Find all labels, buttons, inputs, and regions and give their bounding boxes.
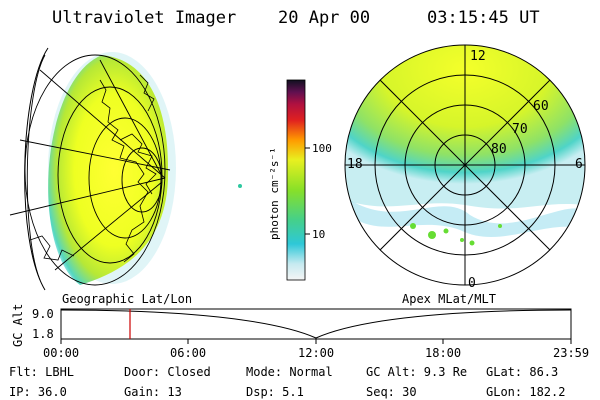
- mode-value: Mode: Normal: [246, 365, 333, 379]
- seq-value: Seq: 30: [366, 385, 417, 399]
- altitude-curve: [60, 309, 572, 339]
- diffuse-edge: [350, 200, 585, 238]
- door-value: Door: Closed: [124, 365, 211, 379]
- cbar-tick-100: 100: [312, 142, 332, 155]
- time-label: 03:15:45 UT: [427, 8, 540, 28]
- ip-value: IP: 36.0: [9, 385, 67, 399]
- mlat-70-label: 70: [512, 122, 528, 137]
- mlt-6-label: 6: [575, 157, 583, 172]
- geographic-image-panel: Geographic Lat/Lon: [9, 47, 242, 306]
- timeline-axis-label: GC Alt: [11, 304, 25, 347]
- glat-value: GLat: 86.3: [486, 365, 559, 379]
- geo-label: Geographic Lat/Lon: [62, 292, 192, 306]
- polar-grid: [344, 44, 586, 286]
- glon-value: GLon: 182.2: [486, 385, 566, 399]
- timeline-frame: [60, 308, 572, 340]
- limb-arc: [24, 47, 49, 291]
- time-tick-0000: 00:00: [43, 346, 79, 360]
- mlat-80-label: 80: [491, 142, 507, 157]
- mlt-12-label: 12: [470, 49, 486, 64]
- color-scale: 100 10 photon cm⁻²s⁻¹: [268, 79, 332, 281]
- alt-tick-low: 1.8: [32, 327, 54, 341]
- speck: [238, 184, 242, 188]
- apex-label: Apex MLat/MLT: [402, 292, 496, 306]
- flt-value: Flt: LBHL: [9, 365, 75, 379]
- date-label: 20 Apr 00: [278, 8, 371, 28]
- alt-tick-high: 9.0: [32, 307, 54, 321]
- cbar-tick-10: 10: [312, 228, 325, 241]
- color-bar: [286, 79, 306, 281]
- instrument-title: Ultraviolet Imager: [52, 8, 237, 28]
- auroral-emission-left: [48, 55, 169, 285]
- time-tick-1200: 12:00: [298, 346, 334, 360]
- time-tick-1800: 18:00: [425, 346, 461, 360]
- gain-value: Gain: 13: [124, 385, 182, 399]
- dsp-value: Dsp: 5.1: [246, 385, 304, 399]
- orbit-timeline: GC Alt 9.0 1.8 00:00 06:00 12:00 18:00 2…: [11, 304, 589, 360]
- polar-image-panel: 12 18 6 0 60 70 80 Apex MLat/MLT: [344, 44, 586, 306]
- coastlines: [29, 74, 157, 263]
- colorbar-unit-label: photon cm⁻²s⁻¹: [268, 147, 281, 240]
- gc-alt-value: GC Alt: 9.3 Re: [366, 365, 468, 379]
- time-tick-2359: 23:59: [553, 346, 589, 360]
- mlt-18-label: 18: [347, 157, 363, 172]
- polar-specks: [410, 223, 502, 246]
- mlt-0-label: 0: [468, 276, 476, 291]
- mlat-60-label: 60: [533, 99, 549, 114]
- time-tick-0600: 06:00: [170, 346, 206, 360]
